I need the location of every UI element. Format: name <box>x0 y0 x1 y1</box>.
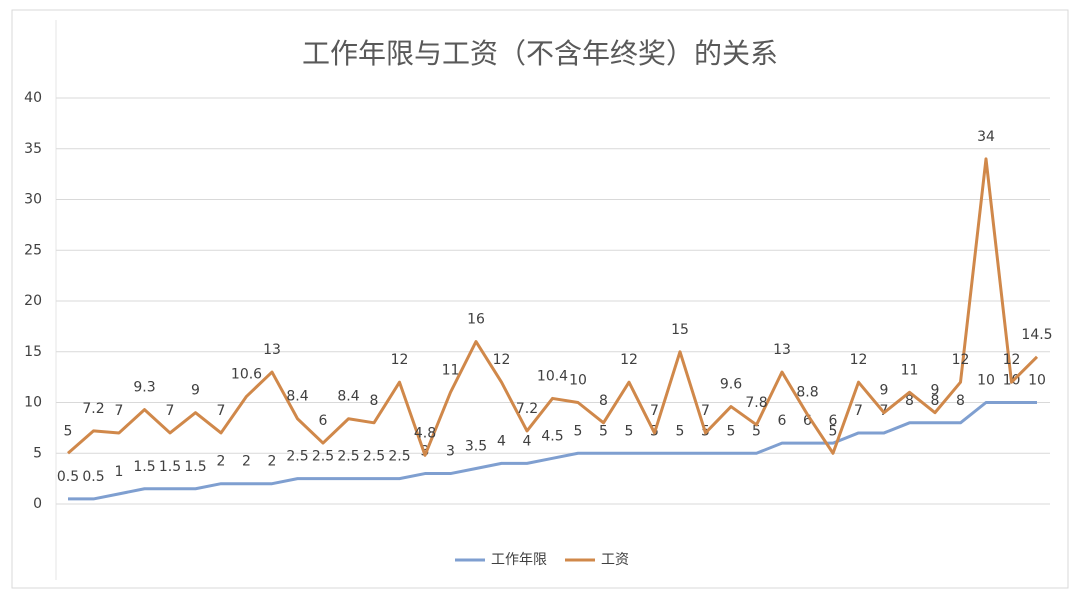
y-tick-label: 0 <box>33 496 42 512</box>
line <box>68 401 1037 501</box>
data-label: 6 <box>778 413 787 429</box>
data-label: 12 <box>493 352 511 368</box>
data-label: 9 <box>880 383 889 399</box>
data-label: 10 <box>569 373 587 389</box>
y-tick-label: 40 <box>24 90 42 106</box>
data-label: 7 <box>217 403 226 419</box>
line <box>67 157 1039 457</box>
data-label: 10.6 <box>231 366 262 382</box>
data-label: 13 <box>263 342 281 358</box>
y-tick-label: 25 <box>24 242 42 258</box>
data-label: 4.5 <box>541 428 563 444</box>
data-label: 4 <box>523 433 532 449</box>
data-label: 8.4 <box>286 389 308 405</box>
data-label: 8.8 <box>796 385 818 401</box>
data-label: 5 <box>829 423 838 439</box>
legend-label: 工作年限 <box>491 552 547 568</box>
data-label: 4 <box>497 433 506 449</box>
data-label: 8 <box>931 393 940 409</box>
data-label: 2 <box>268 454 277 470</box>
data-label: 1.5 <box>159 459 181 475</box>
data-label: 12 <box>391 352 409 368</box>
data-label: 7 <box>166 403 175 419</box>
legend-label: 工资 <box>601 552 629 568</box>
data-label: 34 <box>977 129 995 145</box>
data-label: 7.2 <box>82 401 104 417</box>
data-label: 12 <box>850 352 868 368</box>
data-label: 4.8 <box>414 425 436 441</box>
data-label: 3.5 <box>465 438 487 454</box>
data-label: 8 <box>905 393 914 409</box>
data-label: 11 <box>442 362 460 378</box>
data-label: 1.5 <box>184 459 206 475</box>
data-label: 11 <box>901 362 919 378</box>
data-label: 12 <box>620 352 638 368</box>
data-label: 10.4 <box>537 368 568 384</box>
data-label: 2.5 <box>312 449 334 465</box>
data-label: 10 <box>1028 373 1046 389</box>
data-label: 8 <box>956 393 965 409</box>
data-label: 6 <box>319 413 328 429</box>
y-tick-label: 5 <box>33 445 42 461</box>
data-label: 5 <box>64 423 73 439</box>
data-label: 7 <box>115 403 124 419</box>
y-tick-label: 10 <box>24 395 42 411</box>
chart-title: 工作年限与工资（不含年终奖）的关系 <box>302 37 778 70</box>
data-label: 7 <box>650 403 659 419</box>
data-label: 1.5 <box>133 459 155 475</box>
data-label: 9 <box>191 383 200 399</box>
data-label: 16 <box>467 312 485 328</box>
data-label: 7.8 <box>745 395 767 411</box>
data-label: 3 <box>446 444 455 460</box>
data-label: 5 <box>676 423 685 439</box>
data-label: 2 <box>217 454 226 470</box>
data-label: 8.4 <box>337 389 359 405</box>
data-label: 1 <box>115 464 124 480</box>
data-label: 10 <box>977 373 995 389</box>
data-label: 7.2 <box>516 401 538 417</box>
data-label: 9 <box>931 383 940 399</box>
data-label: 2 <box>242 454 251 470</box>
data-label: 15 <box>671 322 689 338</box>
y-tick-label: 35 <box>24 141 42 157</box>
data-label: 9.6 <box>720 377 742 393</box>
data-label: 5 <box>727 423 736 439</box>
y-tick-label: 20 <box>24 293 42 309</box>
data-label: 2.5 <box>388 449 410 465</box>
data-label: 7 <box>854 403 863 419</box>
data-label: 2.5 <box>286 449 308 465</box>
data-label: 0.5 <box>82 469 104 485</box>
data-label: 2.5 <box>363 449 385 465</box>
data-label: 12 <box>952 352 970 368</box>
data-label: 5 <box>574 423 583 439</box>
y-tick-label: 15 <box>24 344 42 360</box>
data-label: 14.5 <box>1021 327 1052 343</box>
chart-frame <box>11 9 1069 589</box>
data-label: 7 <box>701 403 710 419</box>
data-label: 5 <box>599 423 608 439</box>
data-label: 9.3 <box>133 380 155 396</box>
data-label: 12 <box>1003 352 1021 368</box>
data-label: 0.5 <box>57 469 79 485</box>
data-label: 6 <box>803 413 812 429</box>
data-label: 13 <box>773 342 791 358</box>
data-label: 8 <box>599 393 608 409</box>
data-label: 5 <box>752 423 761 439</box>
data-label: 5 <box>625 423 634 439</box>
data-label: 6 <box>829 413 838 429</box>
y-tick-label: 30 <box>24 192 42 208</box>
data-label: 2.5 <box>337 449 359 465</box>
data-label: 8 <box>370 393 379 409</box>
